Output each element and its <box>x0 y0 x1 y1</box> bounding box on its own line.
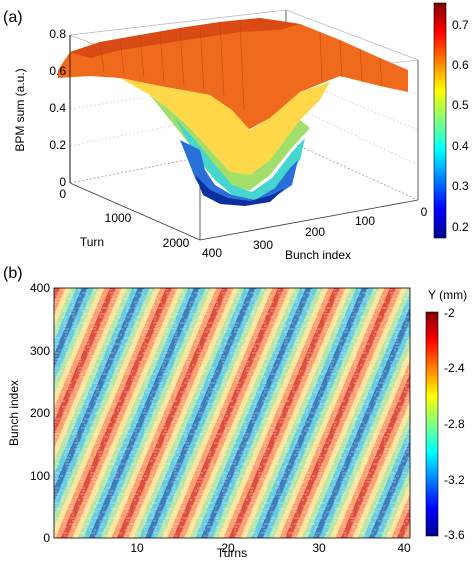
heatmap-band <box>369 440 410 538</box>
panel-a-z-label: BPM sum (a.u.) <box>13 68 27 151</box>
heatmap-band <box>268 288 380 538</box>
heatmap-band <box>453 288 474 538</box>
heatmap-band <box>301 288 410 538</box>
panel-a-x-tick-3: 100 <box>355 214 375 228</box>
heatmap-band <box>117 288 229 538</box>
panel-a: (a) <box>3 2 469 262</box>
heatmap-band <box>313 307 410 538</box>
heatmap-band <box>0 288 4 538</box>
panel-b-x-tick-2: 30 <box>312 541 326 555</box>
panel-a-colorbar: 0.7 0.6 0.5 0.4 0.3 0.2 <box>433 2 469 239</box>
panel-b-y-tick-2: 200 <box>30 406 50 420</box>
panel-a-x-tick-0: 400 <box>202 246 222 260</box>
panel-b-y-axis: 0 100 200 300 400 Bunch index <box>7 281 50 545</box>
heatmap-band <box>414 288 474 538</box>
panel-a-label: (a) <box>3 9 23 26</box>
panel-b-y-tick-4: 400 <box>30 281 50 295</box>
heatmap-band <box>173 288 285 538</box>
heatmap-band <box>385 480 410 538</box>
panel-a-y-tick-1: 1000 <box>105 211 132 225</box>
panel-b-cbar-tick-1: -2.4 <box>444 361 465 375</box>
panel-b-y-tick-3: 300 <box>30 344 50 358</box>
heatmap-band <box>100 288 212 538</box>
heatmap-band <box>83 288 195 538</box>
heatmap-band <box>61 288 173 538</box>
heatmap-band <box>139 288 251 538</box>
heatmap-band <box>285 288 397 538</box>
heatmap-band <box>341 373 410 538</box>
heatmap-band <box>464 288 474 538</box>
heatmap-band <box>318 320 410 538</box>
panel-b-y-tick-0: 0 <box>43 531 50 545</box>
heatmap-band <box>133 288 246 538</box>
panel-b-x-tick-0: 10 <box>130 541 144 555</box>
panel-b: (b) 0 100 200 300 400 Bunch index 10 20 … <box>0 265 474 560</box>
heatmap-band <box>195 288 307 538</box>
panel-a-cbar-tick-5: 0.2 <box>452 220 469 234</box>
panel-b-cbar-tick-2: -2.8 <box>444 417 465 431</box>
panel-b-cbar-tick-4: -3.6 <box>444 528 465 542</box>
panel-b-cbar-title: Y (mm) <box>428 288 467 302</box>
heatmap-band <box>374 453 410 538</box>
heatmap-band <box>245 288 358 538</box>
panel-b-y-label: Bunch index <box>7 380 21 446</box>
heatmap-band <box>346 387 410 538</box>
panel-a-z-tick-0: 0 <box>59 175 66 189</box>
panel-b-colorbar: Y (mm) -2 -2.4 -2.8 -3.2 -3.6 <box>425 288 467 542</box>
panel-a-cbar-tick-3: 0.4 <box>452 139 469 153</box>
panel-a-y-tick-0: 0 <box>59 187 66 201</box>
heatmap-band <box>251 288 363 538</box>
heatmap-band <box>335 360 410 538</box>
panel-b-cbar-tick-3: -3.2 <box>444 473 465 487</box>
heatmap-band <box>352 400 410 538</box>
panel-b-heatmap <box>0 288 474 538</box>
heatmap-band <box>447 288 474 538</box>
heatmap-band <box>229 288 341 538</box>
panel-a-z-tick-2: 0.4 <box>49 101 66 115</box>
panel-b-y-tick-1: 100 <box>30 469 50 483</box>
panel-b-x-label: Turns <box>217 546 247 558</box>
panel-b-x-tick-1: 20 <box>221 541 235 555</box>
panel-a-cbar-tick-0: 0.7 <box>452 18 469 32</box>
panel-a-cbar-tick-1: 0.6 <box>452 58 469 72</box>
panel-a-x-tick-2: 200 <box>305 225 325 239</box>
heatmap-band <box>408 533 410 538</box>
panel-a-y-label: Turn <box>80 235 104 249</box>
heatmap-band <box>363 427 410 538</box>
panel-b-x-tick-3: 40 <box>397 541 411 555</box>
heatmap-band <box>189 288 302 538</box>
heatmap-band <box>212 288 324 538</box>
heatmap-band <box>324 333 410 538</box>
panel-a-x-tick-1: 300 <box>253 238 273 252</box>
panel-a-z-tick-4: 0.8 <box>49 27 66 41</box>
panel-a-cbar-tick-2: 0.5 <box>452 98 469 112</box>
heatmap-band <box>402 520 410 538</box>
heatmap-band <box>307 293 410 538</box>
heatmap-band <box>77 288 190 538</box>
heatmap-band <box>156 288 268 538</box>
panel-b-label: (b) <box>3 265 23 282</box>
heatmap-band <box>436 288 474 538</box>
panel-a-z-tick-1: 0.2 <box>49 138 66 152</box>
heatmap-band <box>442 288 474 538</box>
panel-a-x-label: Bunch index <box>285 248 351 262</box>
heatmap-band <box>357 413 410 538</box>
panel-a-turn-axis: 0 1000 2000 Turn <box>59 187 189 250</box>
panel-a-z-axis: 0 0.2 0.4 0.6 0.8 BPM sum (a.u.) <box>13 27 71 189</box>
panel-a-cbar-tick-4: 0.3 <box>452 179 469 193</box>
panel-a-z-tick-3: 0.6 <box>49 64 66 78</box>
panel-a-x-tick-4: 0 <box>421 205 428 219</box>
panel-a-surface <box>58 18 408 206</box>
panel-a-y-tick-2: 2000 <box>163 236 190 250</box>
heatmap-band <box>380 467 410 538</box>
heatmap-band <box>459 288 474 538</box>
panel-a-bunch-axis: 400 300 200 100 0 Bunch index <box>202 205 428 262</box>
panel-b-cbar-tick-0: -2 <box>444 306 455 320</box>
panel-b-x-axis: 10 20 30 40 Turns <box>130 541 411 560</box>
heatmap-band <box>329 347 410 538</box>
